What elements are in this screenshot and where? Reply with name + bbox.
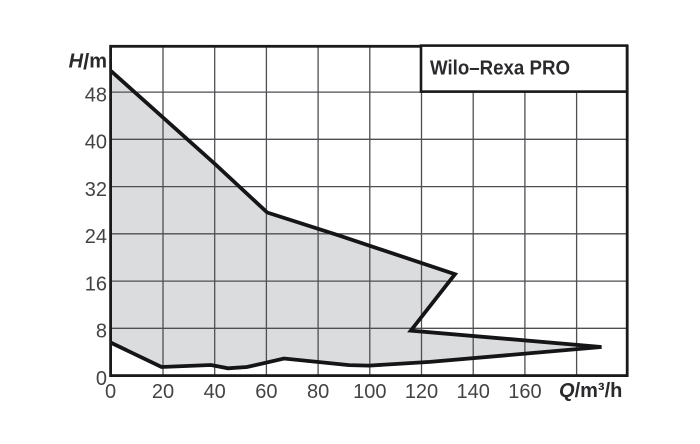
svg-text:140: 140 xyxy=(457,381,490,403)
svg-text:160: 160 xyxy=(508,381,541,403)
svg-text:48: 48 xyxy=(85,84,107,106)
svg-text:40: 40 xyxy=(204,381,226,403)
svg-text:120: 120 xyxy=(405,381,438,403)
svg-text:24: 24 xyxy=(85,226,107,248)
svg-text:H/m: H/m xyxy=(69,49,107,74)
svg-text:60: 60 xyxy=(255,381,277,403)
svg-text:0: 0 xyxy=(96,368,107,390)
svg-text:Wilo–Rexa PRO: Wilo–Rexa PRO xyxy=(430,57,570,80)
svg-text:20: 20 xyxy=(152,381,174,403)
svg-text:16: 16 xyxy=(85,273,107,295)
svg-text:80: 80 xyxy=(307,381,329,403)
svg-text:0: 0 xyxy=(105,381,116,403)
svg-text:8: 8 xyxy=(96,321,107,343)
svg-text:100: 100 xyxy=(353,381,386,403)
svg-text:40: 40 xyxy=(85,132,107,154)
svg-text:Q/m³/h: Q/m³/h xyxy=(559,380,622,402)
svg-text:32: 32 xyxy=(85,179,107,201)
